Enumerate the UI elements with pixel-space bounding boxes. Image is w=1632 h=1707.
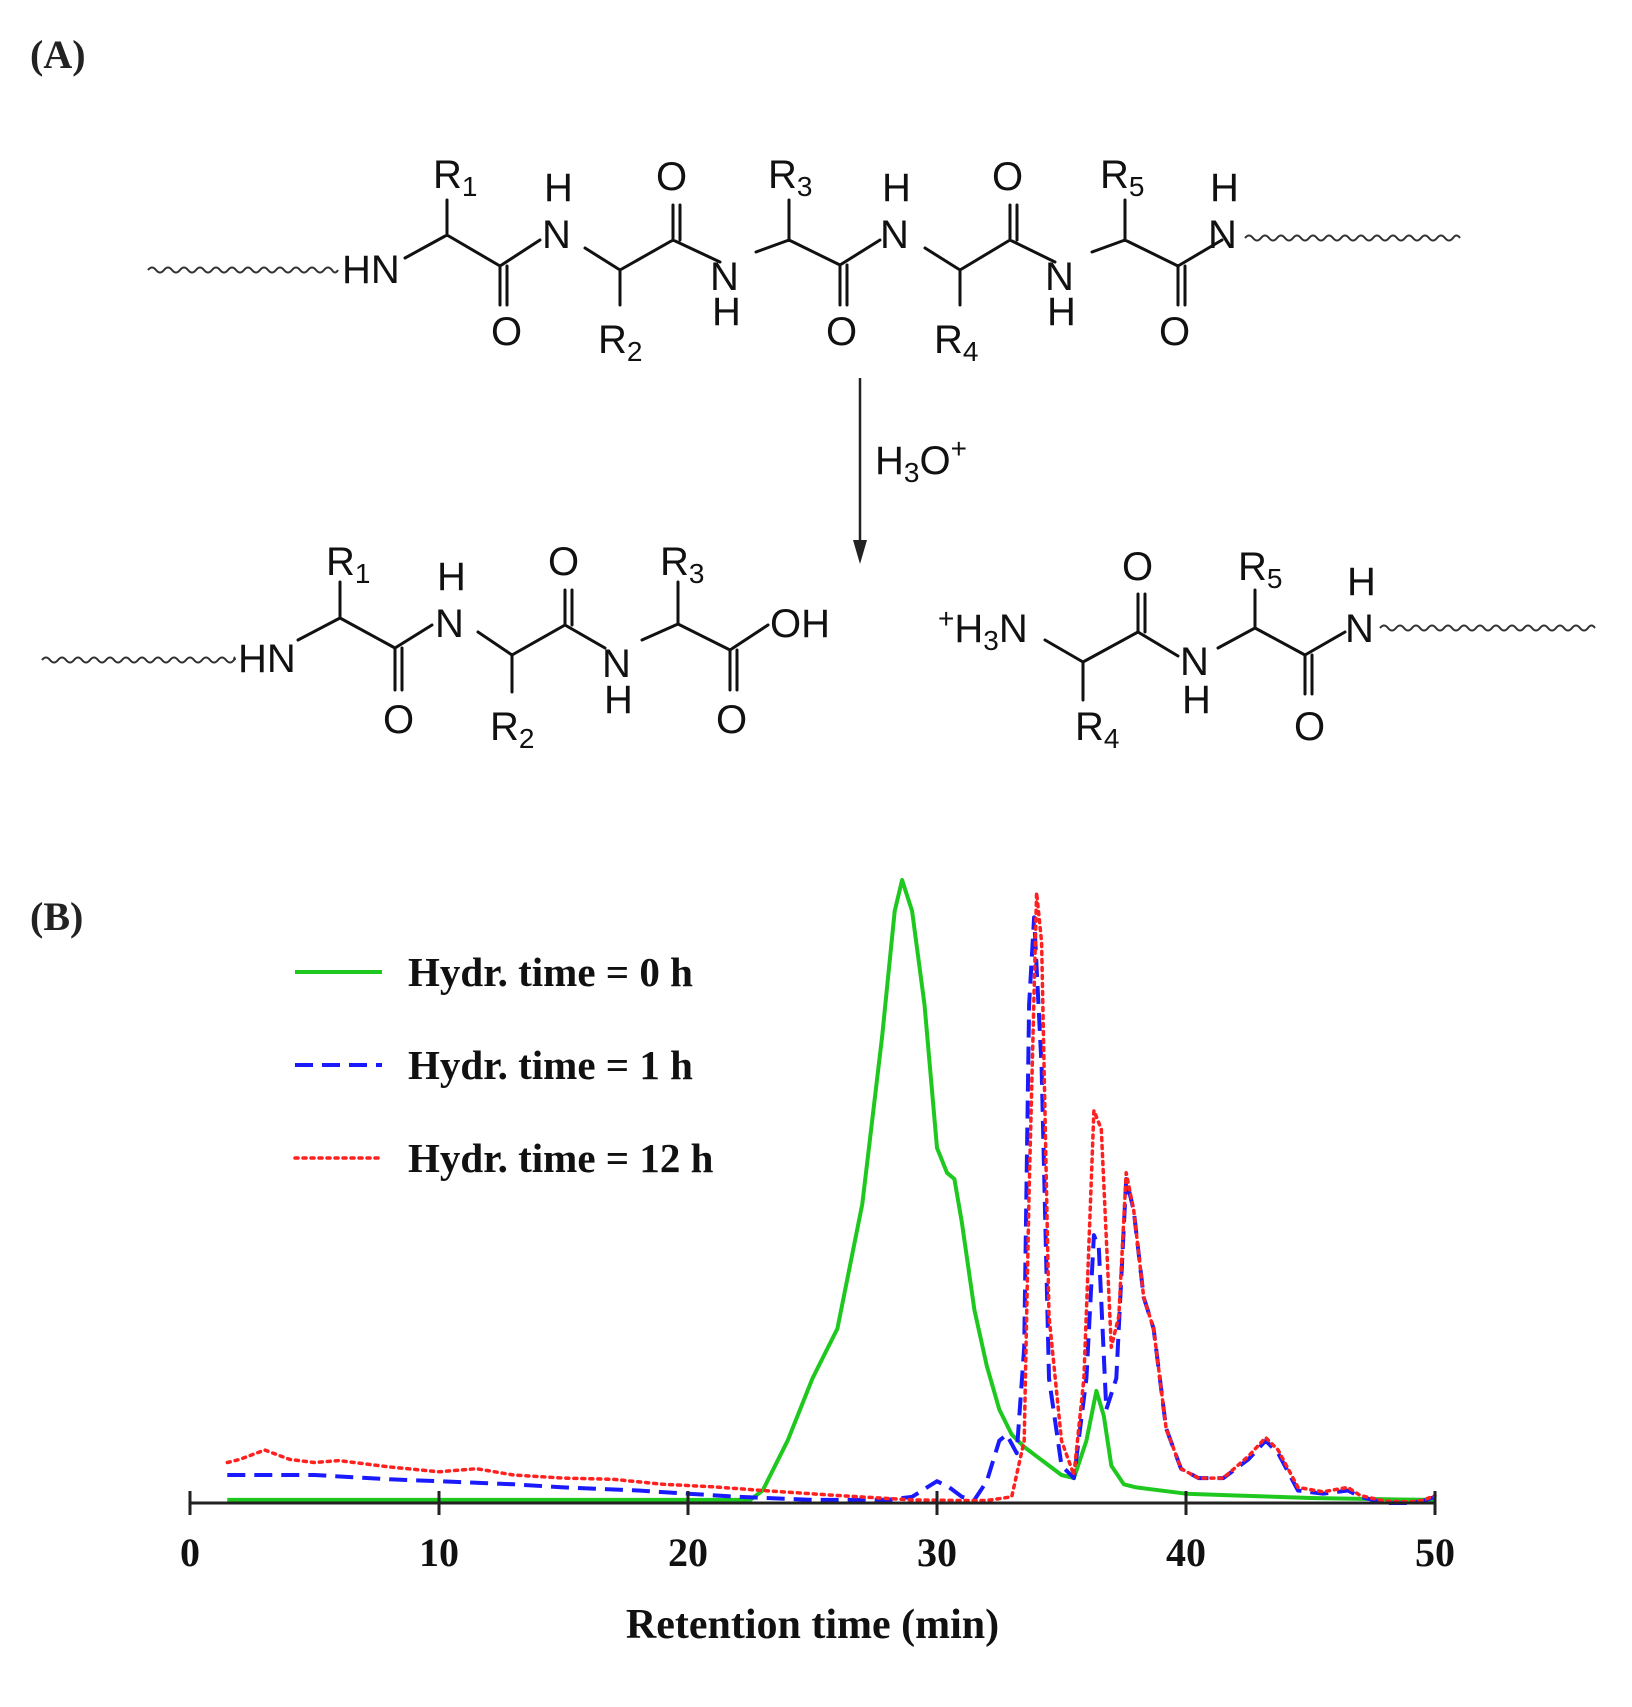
product-right-nh3-plus: +H3N	[938, 603, 1028, 656]
product-left-r3: R3	[660, 540, 704, 589]
product-left-structure: HN R1 O H N R2 O N H R3 OH O	[41, 540, 830, 754]
product-left-h1: H	[437, 555, 466, 599]
reactant-backbone-bonds	[403, 198, 1224, 307]
panel-b-label: (B)	[30, 894, 83, 939]
legend-label-0: Hydr. time = 0 h	[408, 949, 693, 995]
reactant-r1: R1	[433, 153, 477, 202]
reactant-n2: N	[710, 255, 739, 299]
product-right-n1: N	[1180, 640, 1209, 684]
product-right-n2: N	[1345, 607, 1374, 651]
product-left-o1: O	[383, 698, 414, 742]
product-left-n1: N	[435, 602, 464, 646]
product-right-structure: +H3N O R4 N H R5 O H N	[938, 545, 1596, 754]
reagent-h3o-plus: H3O+	[875, 433, 967, 488]
reactant-o3: O	[826, 310, 857, 354]
product-left-nh-terminal: HN	[238, 637, 296, 681]
product-left-r1: R1	[326, 540, 370, 589]
x-tick-label: 40	[1166, 1530, 1206, 1575]
x-tick-label: 50	[1415, 1530, 1455, 1575]
product-right-bonds	[1043, 588, 1347, 702]
product-right-o1: O	[1122, 545, 1153, 589]
chromatogram-chart: 0 10 20 30 40 50 Retention time (min) Hydr. t…	[180, 878, 1455, 1648]
reactant-n1: N	[542, 213, 571, 257]
product-right-wavy-bond	[1379, 624, 1596, 632]
reactant-o4: O	[992, 155, 1023, 199]
reactant-o2: O	[656, 155, 687, 199]
reactant-n5: N	[1208, 213, 1237, 257]
product-right-h2: H	[1347, 560, 1376, 604]
legend-label-1: Hydr. time = 1 h	[408, 1042, 693, 1088]
product-left-bonds	[296, 580, 770, 694]
x-tick-label: 0	[180, 1530, 200, 1575]
reactant-n4: N	[1045, 255, 1074, 299]
reactant-h5: H	[1210, 166, 1239, 210]
product-right-r4: R4	[1075, 705, 1119, 754]
product-right-o2: O	[1294, 705, 1325, 749]
product-left-o2: O	[548, 540, 579, 584]
reactant-nh-terminal: HN	[342, 248, 400, 292]
reactant-o1: O	[491, 310, 522, 354]
x-tick-label: 30	[917, 1530, 957, 1575]
series-line-2	[225, 890, 1437, 1504]
reaction-arrow	[853, 378, 867, 564]
x-axis-title: Retention time (min)	[626, 1602, 999, 1648]
series-line-1	[227, 915, 1436, 1505]
series-line-0	[227, 878, 1436, 1502]
product-left-r2: R2	[490, 705, 534, 754]
product-left-wavy-bond	[41, 656, 236, 664]
reactant-r3: R3	[768, 153, 812, 202]
product-left-n2: N	[602, 642, 631, 686]
reactant-structure: HN R1 O H N R2 O N H R3 O H N R4 O N H R…	[147, 153, 1461, 367]
reactant-n3: N	[880, 213, 909, 257]
product-left-h2: H	[604, 678, 633, 722]
reactant-h2: H	[712, 290, 741, 334]
panel-a-label: (A)	[30, 32, 86, 77]
reactant-h3: H	[882, 166, 911, 210]
x-tick-label: 10	[419, 1530, 459, 1575]
reactant-r5: R5	[1100, 153, 1144, 202]
reactant-o5: O	[1159, 310, 1190, 354]
product-right-h1: H	[1182, 678, 1211, 722]
legend-label-2: Hydr. time = 12 h	[408, 1135, 714, 1181]
product-left-oh: OH	[770, 602, 830, 646]
reactant-left-wavy-bond	[147, 266, 339, 274]
legend: Hydr. time = 0 h Hydr. time = 1 h Hydr. ti…	[293, 949, 714, 1181]
reactant-r4: R4	[934, 318, 978, 367]
x-tick-layer: 0 10 20 30 40 50	[180, 1491, 1455, 1575]
reactant-right-wavy-bond	[1244, 234, 1461, 242]
reactant-h1: H	[544, 166, 573, 210]
product-right-r5: R5	[1238, 545, 1282, 594]
reactant-h4: H	[1047, 290, 1076, 334]
x-tick-label: 20	[668, 1530, 708, 1575]
product-left-o3: O	[716, 698, 747, 742]
series-layer	[225, 878, 1437, 1505]
reactant-r2: R2	[598, 318, 642, 367]
